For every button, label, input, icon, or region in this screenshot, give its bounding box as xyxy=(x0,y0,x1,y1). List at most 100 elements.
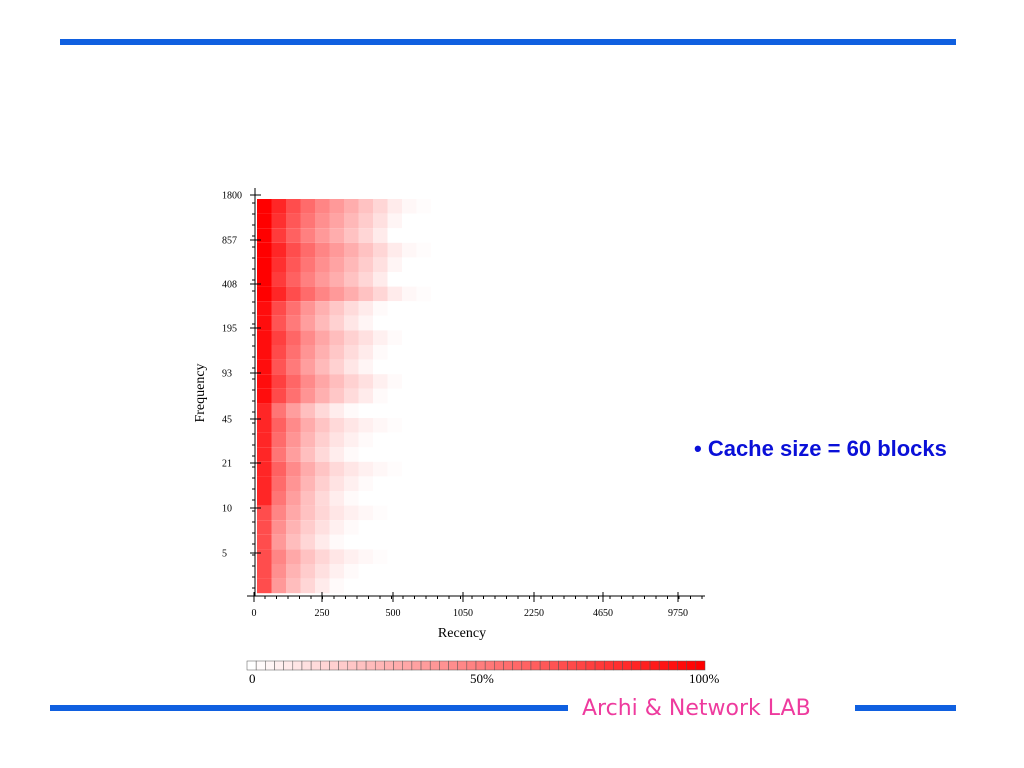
heatmap-cell xyxy=(373,388,388,404)
heatmap-cell xyxy=(300,564,315,579)
heatmap-cell xyxy=(300,447,315,462)
heatmap-cell xyxy=(315,359,330,375)
y-tick-label: 195 xyxy=(222,324,237,335)
heatmap-cell xyxy=(358,330,373,345)
heatmap-cell xyxy=(358,418,373,433)
heatmap-cell xyxy=(387,272,402,287)
heatmap-cell xyxy=(271,301,286,316)
heatmap-cell xyxy=(315,505,330,521)
y-tick-label: 408 xyxy=(222,280,237,291)
heatmap-cell xyxy=(358,345,373,360)
heatmap-cell xyxy=(300,534,315,550)
heatmap-cell xyxy=(344,301,359,316)
heatmap-cell xyxy=(344,242,359,258)
heatmap-cell xyxy=(257,359,272,375)
heatmap-cell xyxy=(329,520,344,535)
color-scale-swatch xyxy=(283,660,294,671)
y-tick-label: 45 xyxy=(222,415,232,426)
heatmap-cell xyxy=(300,301,315,316)
heatmap-cell xyxy=(329,199,344,214)
heatmap-cell xyxy=(373,257,388,272)
heatmap-cell xyxy=(286,330,301,345)
heatmap-cell xyxy=(402,228,417,243)
color-scale-swatch xyxy=(384,660,394,671)
color-scale-swatch xyxy=(613,660,623,671)
heatmap-cell xyxy=(344,330,359,345)
heatmap-cell xyxy=(257,520,272,535)
heatmap-cell xyxy=(358,228,373,243)
heatmap-cell xyxy=(344,491,359,506)
heatmap-cell xyxy=(257,476,272,491)
heatmap-cell xyxy=(257,330,272,345)
heatmap-cell xyxy=(344,578,359,594)
heatmap-cell xyxy=(344,359,359,375)
heatmap-cell xyxy=(286,359,301,375)
footer-lab-name: Archi & Network LAB xyxy=(582,696,811,721)
heatmap-cell xyxy=(329,578,344,594)
heatmap-cell xyxy=(329,272,344,287)
heatmap-cell xyxy=(373,461,388,477)
color-scale-swatch xyxy=(668,660,678,671)
heatmap-cell xyxy=(300,549,315,564)
heatmap-cell xyxy=(271,374,286,389)
y-tick-label: 93 xyxy=(222,369,232,380)
heatmap-cell xyxy=(257,418,272,433)
heatmap-cell xyxy=(344,476,359,491)
heatmap-cell xyxy=(387,476,402,491)
heatmap-cell xyxy=(358,564,373,579)
heatmap-cell xyxy=(286,228,301,243)
heatmap-cell xyxy=(286,272,301,287)
color-scale-swatch xyxy=(686,660,697,671)
heatmap-cell xyxy=(373,374,388,389)
color-scale-swatch xyxy=(255,660,266,671)
heatmap-cell xyxy=(286,257,301,272)
heatmap-cell xyxy=(373,534,388,550)
heatmap-cell xyxy=(344,403,359,418)
heatmap-cell xyxy=(271,272,286,287)
heatmap-cell xyxy=(300,461,315,477)
heatmap-cell xyxy=(286,520,301,535)
color-scale-swatch xyxy=(549,660,559,671)
heatmap-cell xyxy=(387,228,402,243)
x-tick-label: 2250 xyxy=(524,608,544,619)
y-tick-label: 21 xyxy=(222,459,232,470)
heatmap-cell xyxy=(344,447,359,462)
heatmap-cell xyxy=(286,199,301,214)
heatmap-cell xyxy=(329,345,344,360)
heatmap-cell xyxy=(271,403,286,418)
heatmap-cell xyxy=(300,315,315,331)
heatmap-cell xyxy=(271,534,286,550)
color-scale-swatch xyxy=(539,660,550,671)
heatmap-cell xyxy=(257,564,272,579)
heatmap-cell xyxy=(329,359,344,375)
heatmap-cell xyxy=(373,505,388,521)
heatmap-cell xyxy=(286,564,301,579)
heatmap-cell xyxy=(300,272,315,287)
heatmap-cell xyxy=(373,286,388,302)
heatmap-cell xyxy=(329,549,344,564)
heatmap-cell xyxy=(300,388,315,404)
heatmap-cell xyxy=(329,418,344,433)
heatmap-cell xyxy=(402,272,417,287)
x-tick-label: 4650 xyxy=(593,608,613,619)
color-scale-swatch xyxy=(494,660,504,671)
heatmap-cell xyxy=(315,549,330,564)
heatmap-cell xyxy=(373,272,388,287)
heatmap-cell xyxy=(373,213,388,229)
heatmap-cell xyxy=(344,505,359,521)
heatmap-cell xyxy=(387,359,402,375)
color-scale-swatch xyxy=(484,660,495,671)
y-axis-title: Frequency xyxy=(193,363,208,422)
heatmap-cell xyxy=(329,315,344,331)
heatmap-cell xyxy=(373,491,388,506)
heatmap-cell xyxy=(286,447,301,462)
y-tick-label: 857 xyxy=(222,236,237,247)
heatmap-cell xyxy=(257,301,272,316)
heatmap-cell xyxy=(257,257,272,272)
color-scale-swatch xyxy=(356,660,367,671)
heatmap-cell xyxy=(257,286,272,302)
heatmap-cell xyxy=(344,374,359,389)
bottom-rule-left xyxy=(50,705,568,711)
color-scale-swatch xyxy=(265,660,275,671)
heatmap-cell xyxy=(373,330,388,345)
